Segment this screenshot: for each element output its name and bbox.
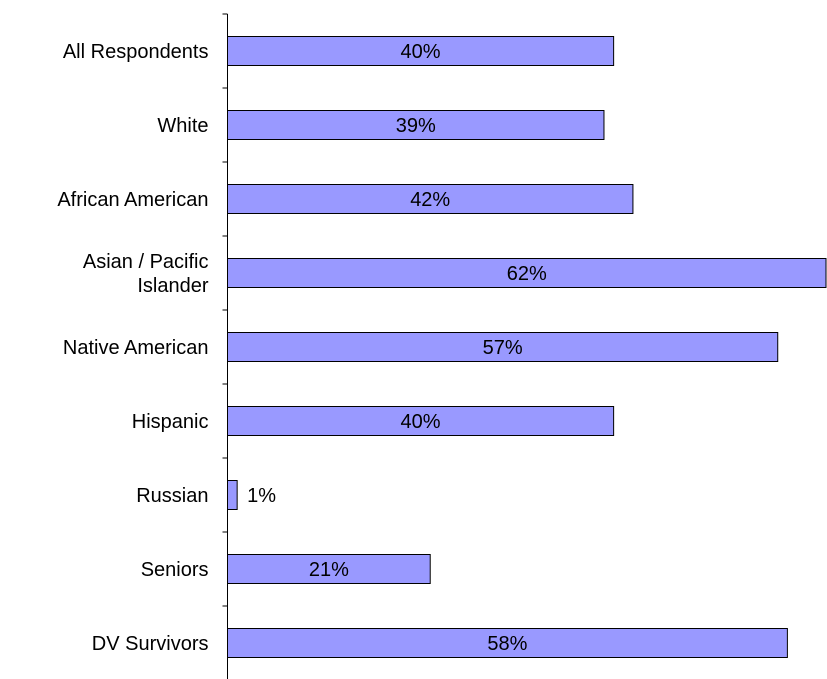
category-label: All Respondents [63,41,209,63]
category-label: Seniors [141,559,209,581]
bar [227,406,615,436]
category-label: Asian / Pacific Islander [83,251,209,297]
bars-layer [227,36,827,658]
bar [227,554,431,584]
data-label: 57% [483,337,523,359]
category-label: White [157,115,208,137]
bar [227,36,615,66]
data-label: 39% [396,115,436,137]
labels-layer: All Respondents 40% White 39% African Americ… [57,41,547,655]
bar [227,184,634,214]
category-label: African American [57,189,208,211]
category-label: Hispanic [132,411,209,433]
category-label: Native American [63,337,209,359]
axis-layer [222,13,228,679]
bar [227,258,827,288]
data-label: 1% [247,485,276,507]
bar [227,628,788,658]
bar [227,332,779,362]
data-label: 42% [410,189,450,211]
bar [227,110,605,140]
category-label: Russian [136,485,208,507]
data-label: 62% [507,263,547,285]
bar [227,480,238,510]
data-label: 58% [487,633,527,655]
category-label: DV Survivors [92,633,209,655]
data-label: 40% [401,41,441,63]
data-label: 40% [401,411,441,433]
data-label: 21% [309,559,349,581]
